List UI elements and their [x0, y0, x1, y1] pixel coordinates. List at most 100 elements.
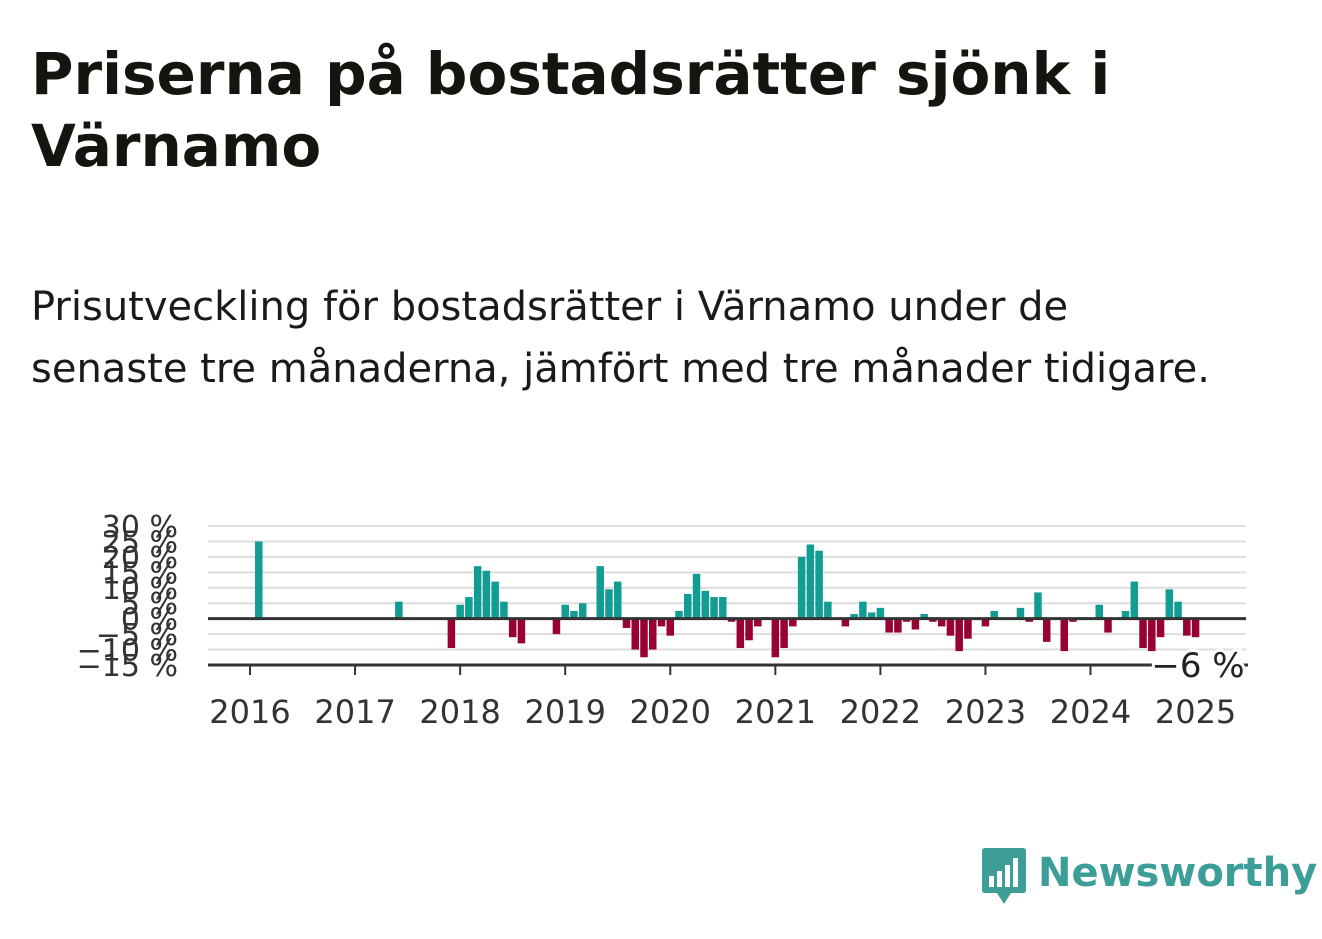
bar-negative: [841, 618, 850, 627]
bar-negative: [780, 618, 788, 649]
bar-positive: [596, 566, 604, 619]
bar-positive: [578, 603, 587, 619]
bar-negative: [946, 618, 955, 636]
bars: [255, 541, 1200, 658]
bar-positive: [710, 597, 718, 619]
bar-positive: [684, 593, 692, 619]
bar-negative: [1042, 618, 1051, 642]
bar-positive: [701, 590, 710, 619]
bar-positive: [1034, 592, 1042, 619]
x-tick-label: 2016: [209, 693, 290, 731]
bar-negative: [631, 618, 639, 650]
x-tick-label: 2025: [1155, 693, 1236, 731]
y-axis-labels: 30 %25 %20 %15 %10 %5 %0 %−5 %−10 %−15 %: [77, 510, 178, 684]
last-value-label: −6 %: [1151, 646, 1244, 686]
bar-positive: [815, 550, 823, 619]
bar-positive: [613, 581, 622, 619]
y-tick-label: 20 %: [102, 541, 178, 576]
bar-negative: [929, 618, 937, 622]
bar-positive: [719, 597, 727, 619]
bar-negative: [894, 618, 902, 633]
bar-negative: [1183, 618, 1191, 636]
x-axis-labels: 2016 2017 2018 2019 2020 2021 2022 2023 2024 2025: [209, 665, 1236, 731]
bar-chart: 30 %25 %20 %15 %10 %5 %0 %−5 %−10 %−15 %…: [77, 510, 1248, 731]
bar-positive: [500, 601, 508, 619]
bar-negative: [1156, 618, 1165, 638]
y-tick-label: −5 %: [96, 618, 178, 653]
bar-positive: [570, 610, 578, 619]
bar-negative: [622, 618, 631, 628]
x-tick-label: 2019: [524, 693, 605, 731]
bar-negative: [964, 618, 972, 639]
gridlines: [208, 525, 1246, 651]
bar-negative: [447, 618, 456, 649]
bar-negative: [1139, 618, 1147, 649]
newsworthy-logo-text: Newsworthy: [1038, 850, 1318, 896]
x-tick-label: 2020: [630, 693, 711, 731]
bar-positive: [920, 614, 928, 619]
bar-positive: [561, 604, 569, 619]
bar-negative: [1191, 618, 1200, 638]
bar-negative: [937, 618, 946, 627]
bar-positive: [876, 607, 885, 619]
bar-negative: [745, 618, 753, 641]
newsworthy-logo: Newsworthy: [980, 846, 1317, 910]
bar-positive: [473, 566, 482, 619]
y-tick-label: 25 %: [102, 525, 178, 560]
bar-positive: [1095, 604, 1104, 619]
bar-positive: [1121, 610, 1130, 619]
bar-negative: [517, 618, 526, 644]
y-tick-label: 5 %: [121, 587, 178, 622]
bar-negative: [902, 618, 911, 622]
x-tick-label: 2024: [1050, 693, 1131, 731]
bar-negative: [736, 618, 745, 649]
bar-negative: [1069, 618, 1077, 622]
bar-positive: [1130, 581, 1139, 619]
chart-title: Priserna på bostadsrätter sjönk i Värnam…: [31, 40, 1111, 180]
bar-positive: [491, 581, 499, 619]
bar-negative: [955, 618, 963, 652]
bar-negative: [981, 618, 990, 627]
bar-positive: [806, 544, 815, 619]
y-tick-label: −10 %: [77, 634, 178, 669]
bar-positive: [867, 612, 876, 619]
y-tick-label: 0 %: [121, 603, 178, 638]
bar-negative: [911, 618, 920, 630]
bar-negative: [640, 618, 648, 658]
bar-positive: [675, 610, 683, 619]
x-tick-label: 2022: [840, 693, 921, 731]
y-tick-label: −15 %: [77, 649, 178, 684]
bar-negative: [666, 618, 675, 636]
bar-positive: [850, 614, 858, 619]
bar-positive: [1016, 607, 1025, 619]
bar-negative: [649, 618, 657, 650]
bar-positive: [395, 601, 403, 619]
bar-negative: [508, 618, 517, 638]
bar-positive: [1174, 601, 1182, 619]
bar-negative: [657, 618, 666, 627]
x-tick-label: 2018: [419, 693, 500, 731]
bar-positive: [255, 541, 263, 619]
chart-subtitle: Prisutveckling för bostadsrätter i Värna…: [31, 284, 1210, 392]
bar-positive: [482, 570, 491, 619]
x-tick-label: 2023: [945, 693, 1026, 731]
bar-positive: [692, 573, 701, 619]
bar-positive: [456, 604, 464, 619]
y-tick-label: 15 %: [102, 556, 178, 591]
bar-negative: [1060, 618, 1068, 652]
y-tick-label: 30 %: [102, 510, 178, 545]
bar-positive: [1165, 589, 1174, 619]
bar-positive: [605, 589, 613, 619]
bar-negative: [1025, 618, 1033, 622]
bar-negative: [754, 618, 762, 627]
bar-negative: [885, 618, 893, 633]
bar-positive: [797, 556, 806, 619]
bar-negative: [1148, 618, 1156, 652]
bar-negative: [771, 618, 780, 658]
bar-negative: [552, 618, 561, 635]
last-value-label-group: −6 %: [1148, 643, 1248, 689]
y-tick-label: 10 %: [102, 572, 178, 607]
bar-positive: [824, 601, 832, 619]
bar-positive: [465, 597, 473, 619]
bar-negative: [789, 618, 797, 627]
